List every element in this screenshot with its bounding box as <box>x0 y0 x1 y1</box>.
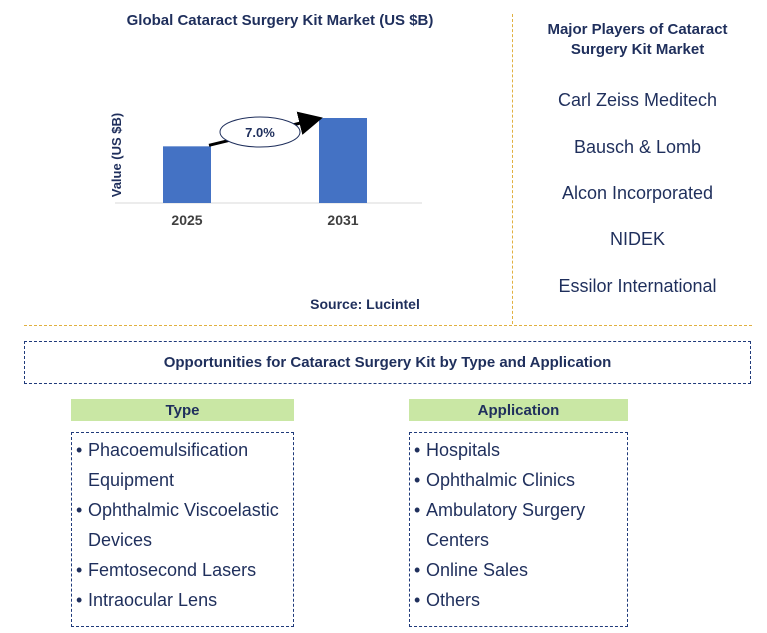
application-item: Ophthalmic Clinics <box>414 465 623 495</box>
player-item: NIDEK <box>609 229 665 249</box>
bar-chart: 2025 2031 Value (US $B) 7.0% <box>109 111 422 228</box>
application-item: Ambulatory Surgery Centers <box>414 495 623 555</box>
vertical-divider <box>512 14 513 324</box>
opportunities-title: Opportunities for Cataract Surgery Kit b… <box>24 341 751 384</box>
x-tick-label: 2031 <box>327 212 358 228</box>
players-title: Major Players of Cataract Surgery Kit Ma… <box>547 21 728 58</box>
type-heading: Type <box>71 399 294 421</box>
cagr-label: 7.0% <box>245 125 275 140</box>
player-item: Carl Zeiss Meditech <box>557 90 718 110</box>
chart-title: Global Cataract Surgery Kit Market (US $… <box>126 12 434 29</box>
type-item: Intraocular Lens <box>76 585 289 615</box>
application-item: Others <box>414 585 623 615</box>
type-item: Phacoemulsification Equipment <box>76 435 289 495</box>
x-tick-label: 2025 <box>171 212 202 228</box>
type-item: Ophthalmic Viscoelastic Devices <box>76 495 289 555</box>
application-item: Online Sales <box>414 555 623 585</box>
type-list: Phacoemulsification Equipment Ophthalmic… <box>71 432 294 627</box>
type-item: Femtosecond Lasers <box>76 555 289 585</box>
application-heading: Application <box>409 399 628 421</box>
application-item: Hospitals <box>414 435 623 465</box>
source-label: Source: Lucintel <box>310 296 420 312</box>
player-item: Bausch & Lomb <box>573 137 702 157</box>
bar <box>163 146 211 203</box>
bar <box>319 118 367 203</box>
player-item: Essilor International <box>558 276 717 296</box>
application-list: Hospitals Ophthalmic Clinics Ambulatory … <box>409 432 628 627</box>
horizontal-divider <box>24 325 752 326</box>
cagr-ellipse <box>219 116 301 148</box>
y-axis-label: Value (US $B) <box>109 113 124 198</box>
player-item: Alcon Incorporated <box>561 183 714 203</box>
